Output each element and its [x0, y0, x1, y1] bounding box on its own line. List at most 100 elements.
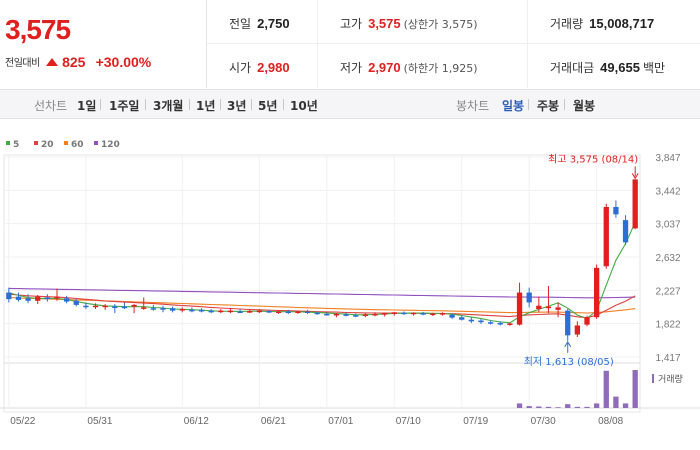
stats-table: 전일 2,750 고가 3,575 (상한가 3,575) 거래량 15,008,717…	[207, 0, 700, 88]
candle-body	[112, 306, 118, 309]
candle-body	[218, 310, 224, 313]
volume-bar	[565, 404, 571, 408]
candle-body	[179, 309, 185, 311]
stat-label: 시가	[229, 61, 252, 75]
candle-body	[44, 297, 51, 300]
volume-bar	[632, 370, 638, 408]
ma20-line	[8, 293, 636, 319]
candle-body	[516, 292, 523, 325]
stat-high: 고가 3,575 (상한가 3,575)	[340, 15, 478, 32]
ma120-line	[8, 287, 636, 299]
y-tick-label: 2,227	[655, 286, 680, 297]
tab-1d[interactable]: 1일	[77, 99, 97, 113]
candle-body	[304, 311, 311, 313]
stats-row: 전일 2,750 고가 3,575 (상한가 3,575) 거래량 15,008,717	[207, 0, 700, 44]
volume-bar	[555, 407, 561, 408]
candle-body	[169, 308, 176, 311]
low-arrowhead	[564, 340, 572, 348]
stat-value: 3,575	[368, 16, 401, 31]
volume-bar	[516, 403, 523, 408]
stat-open: 시가 2,980	[229, 59, 290, 76]
candle-body	[459, 317, 465, 320]
candles	[6, 179, 638, 341]
candle-body	[208, 310, 214, 313]
candle-body	[410, 312, 417, 315]
volume-bars	[516, 370, 638, 408]
candle-body	[83, 305, 89, 308]
tab-daily[interactable]: 일봉	[502, 99, 525, 113]
y-tick-label: 1,417	[655, 353, 680, 364]
candle-body	[507, 323, 513, 325]
candle-chart-label: 봉차트	[456, 99, 490, 113]
y-tick-label: 2,632	[655, 253, 680, 264]
tab-weekly[interactable]: 주봉	[537, 99, 560, 113]
volume-bar	[584, 406, 590, 408]
volume-bar	[574, 406, 581, 408]
volume-legend-swatch	[652, 374, 654, 383]
volume-bar	[536, 406, 542, 408]
x-tick-label: 08/08	[598, 416, 623, 427]
up-arrow-icon	[45, 58, 58, 66]
stats-row: 시가 2,980 저가 2,970 (하한가 1,925) 거래대금 49,655 백만	[207, 44, 700, 88]
axes: 3,847 3,442 3,037 2,632 2,227 1,822 1,417 05/22…	[10, 153, 683, 427]
candle-body	[593, 267, 600, 318]
chart-canvas: 3,847 3,442 3,037 2,632 2,227 1,822 1,417 05/22…	[0, 153, 700, 427]
tab-1y[interactable]: 1년	[196, 99, 216, 113]
change-label: 전일대비	[5, 58, 40, 69]
toolbar-separator	[100, 99, 101, 110]
change-value: 825	[62, 54, 86, 70]
candle-body	[613, 206, 619, 215]
y-tick-label: 3,847	[655, 153, 680, 164]
candle-body	[622, 220, 629, 243]
ma5-line	[8, 221, 636, 324]
stat-unit: 백만	[642, 61, 666, 75]
volume-bar	[526, 406, 532, 408]
legend-swatch	[64, 141, 68, 145]
tab-10y[interactable]: 10년	[290, 99, 318, 113]
toolbar-separator	[528, 99, 529, 110]
stat-volume: 거래량 15,008,717	[550, 15, 654, 32]
stat-note: (하한가 1,925)	[403, 62, 478, 75]
candle-body	[603, 206, 609, 267]
candle-body	[353, 315, 359, 317]
period-toolbar: 선차트 1일 1주일 3개월 1년 3년 5년 10년 봉차트 일봉 주봉 월봉	[0, 89, 700, 119]
change-rate: +30.00%	[95, 54, 152, 70]
tab-3m[interactable]: 3개월	[153, 99, 184, 113]
candle-body	[73, 300, 79, 305]
tab-1w[interactable]: 1주일	[109, 99, 140, 113]
stat-value: 2,980	[257, 60, 290, 75]
candle-body	[198, 309, 205, 312]
candle-body	[372, 313, 378, 316]
candle-body	[449, 314, 455, 318]
candle-body	[430, 313, 436, 316]
stat-low: 저가 2,970 (하한가 1,925)	[340, 59, 478, 76]
tab-5y[interactable]: 5년	[258, 99, 278, 113]
x-tick-label: 06/12	[184, 416, 209, 427]
candle-body	[295, 311, 301, 313]
y-tick-label: 3,442	[655, 186, 680, 197]
legend-label: 120	[101, 140, 120, 150]
x-tick-label: 07/30	[531, 416, 556, 427]
tab-monthly[interactable]: 월봉	[573, 99, 596, 113]
candle-body	[536, 305, 542, 310]
candle-body	[574, 325, 581, 335]
legend-swatch	[94, 141, 98, 145]
x-tick-label: 05/22	[10, 416, 35, 427]
x-tick-label: 07/10	[396, 416, 421, 427]
x-tick-label: 07/19	[463, 416, 488, 427]
stat-value: 15,008,717	[589, 16, 655, 31]
candle-body	[256, 310, 263, 313]
volume-bar	[622, 403, 629, 408]
stock-chart[interactable]: 5 20 60 120 3,847 3,442 3,037 2,632 2,227 1,8…	[0, 120, 700, 450]
candle-body	[314, 312, 320, 315]
toolbar-separator	[189, 99, 190, 110]
candle-body	[391, 312, 397, 314]
legend-label: 5	[13, 140, 20, 150]
candle-body	[35, 296, 41, 301]
x-tick-label: 06/21	[261, 416, 286, 427]
tab-3y[interactable]: 3년	[227, 99, 247, 113]
candle-body	[584, 317, 590, 325]
stat-label: 전일	[229, 17, 252, 31]
candle-body	[565, 310, 571, 336]
annotations: 최고 3,575 (08/14) 최저 1,613 (08/05)	[524, 153, 639, 368]
